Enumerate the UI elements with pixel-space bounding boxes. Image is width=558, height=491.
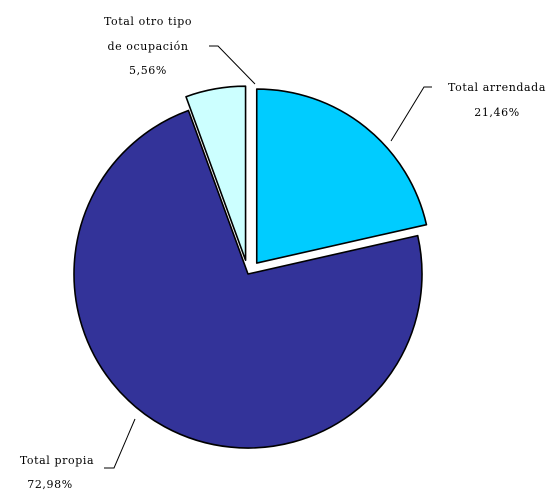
label-otro-line2: de ocupación [107, 40, 188, 53]
pie-slice-total-arrendada [255, 88, 428, 264]
label-otro-value: 5,56% [129, 64, 167, 77]
label-otro-line1: Total otro tipo [104, 15, 192, 28]
pie-slices [73, 85, 428, 449]
pie-slice-total-propia [73, 109, 423, 449]
label-arrendada-value: 21,46% [474, 106, 520, 119]
label-propia-line1: Total propia [20, 454, 94, 467]
leader-line-otro [209, 45, 256, 85]
label-propia-value: 72,98% [27, 478, 73, 491]
label-arrendada-line1: Total arrendada [448, 81, 546, 94]
leader-line-arrendada [390, 86, 432, 142]
pie-slice-total-otro-tipo-de-ocupaci-n [185, 85, 247, 262]
leader-line-propia [104, 418, 136, 469]
